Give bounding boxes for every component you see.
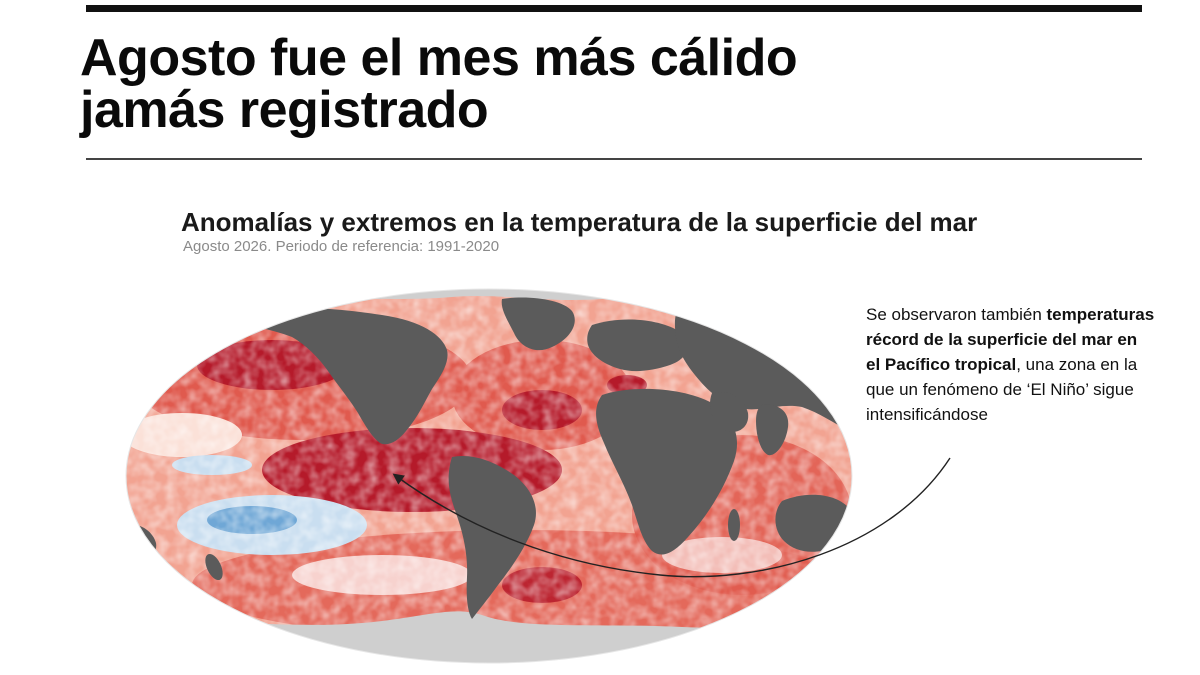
india	[756, 404, 789, 456]
asia-wrap-left	[126, 316, 168, 358]
world-map	[125, 288, 853, 664]
north-america	[217, 307, 448, 445]
ocean-layer	[126, 289, 852, 663]
arabia	[709, 391, 749, 433]
headline-line-2: jamás registrado	[80, 81, 489, 139]
greenland	[501, 297, 575, 351]
map-title: Anomalías y extremos en la temperatura d…	[181, 207, 978, 237]
annotation-part-2: , una zona en la que un fenómeno de ‘El …	[866, 355, 1138, 424]
new-zealand	[205, 553, 223, 581]
divider	[86, 158, 1142, 160]
sea-temperature-map	[122, 285, 856, 667]
headline-line-1: Agosto fue el mes más cálido	[80, 29, 798, 87]
headline: Agosto fue el mes más cálido jamás regis…	[80, 32, 980, 136]
annotation-bold: temperaturas récord de la superficie del…	[866, 305, 1155, 374]
map-subtitle: Agosto 2026. Periodo de referencia: 1991…	[183, 238, 500, 255]
europe	[587, 319, 689, 372]
antarctica	[126, 611, 852, 663]
top-rule	[86, 5, 1142, 12]
annotation-part-1: Se observaron también	[866, 305, 1047, 324]
madagascar	[728, 509, 740, 541]
annotation-text: Se observaron también temperaturas récor…	[866, 302, 1156, 427]
